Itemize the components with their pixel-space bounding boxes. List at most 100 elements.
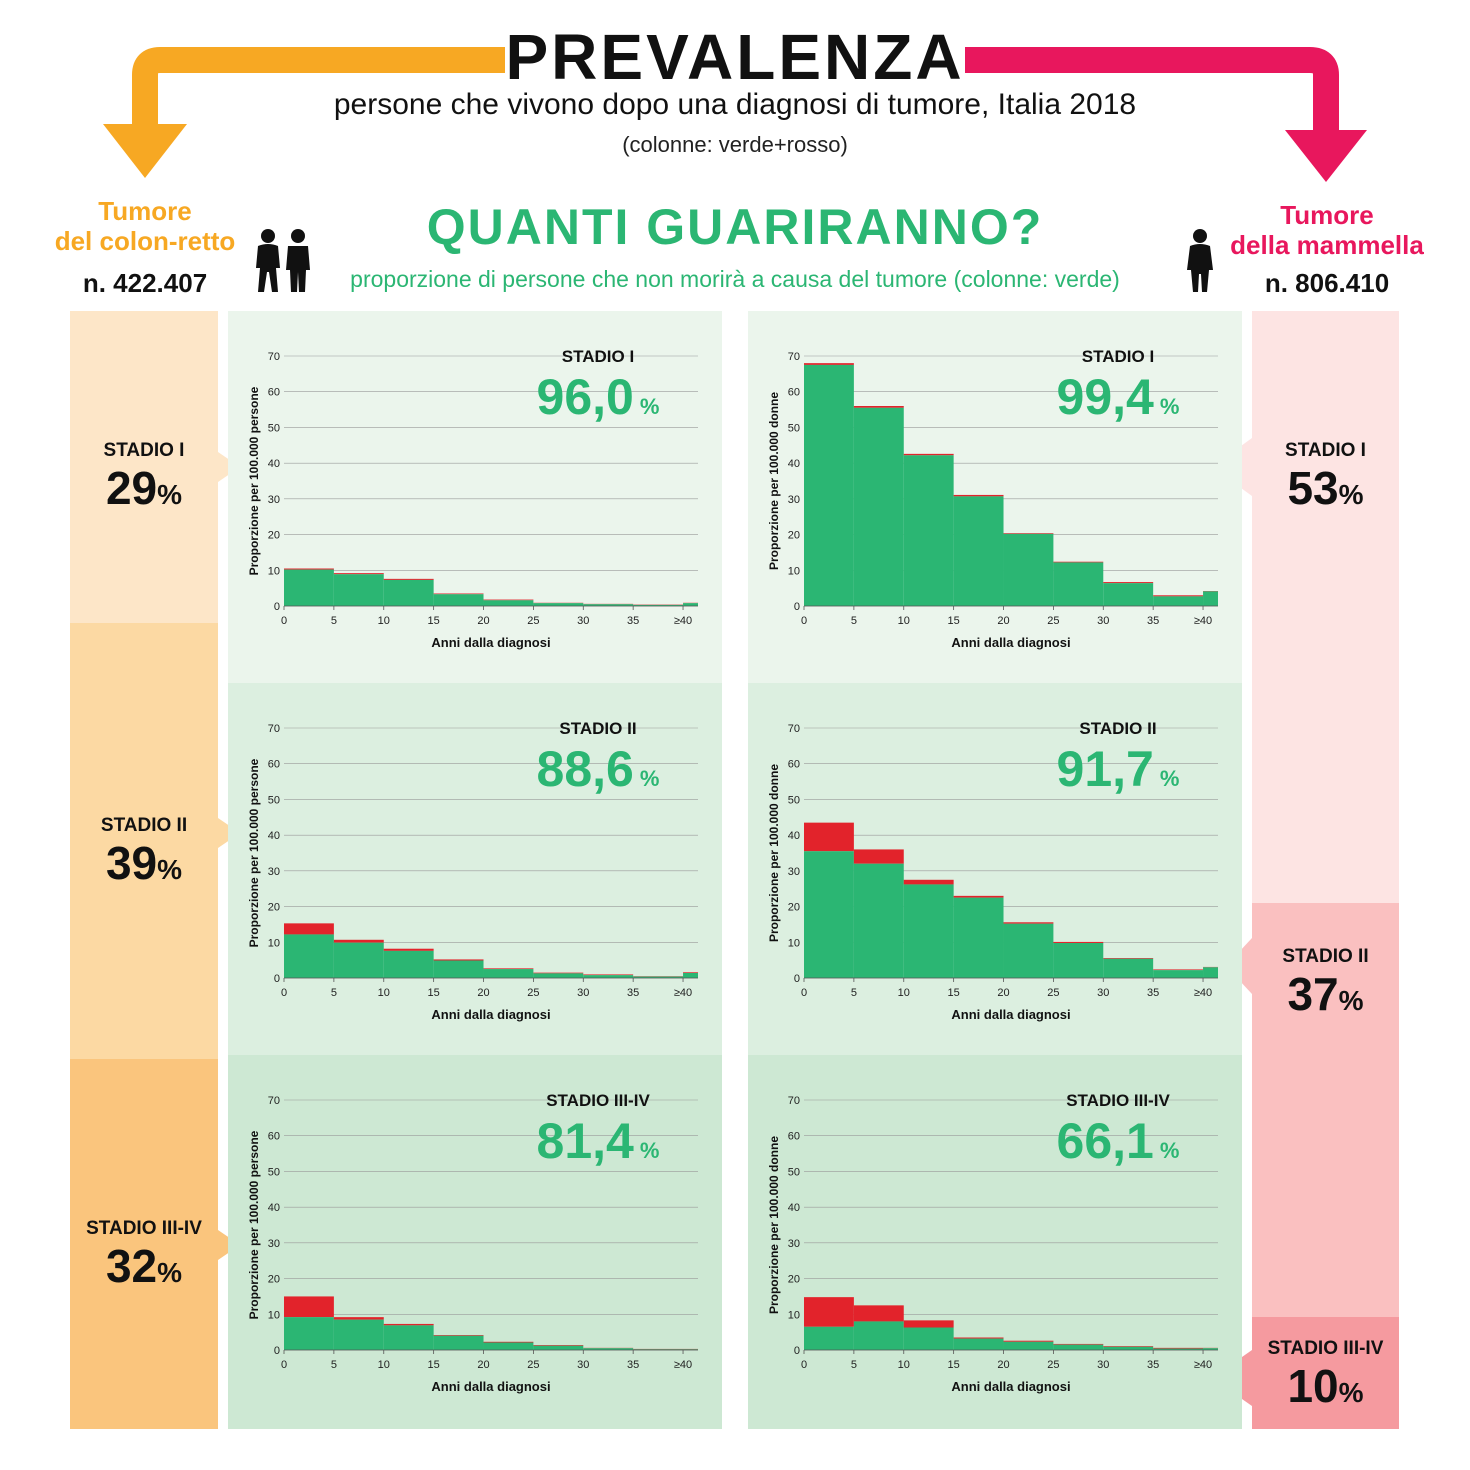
right-stage-1-pct: % xyxy=(1338,479,1364,510)
bar-red-segment xyxy=(953,1337,1004,1339)
bar-red-segment xyxy=(433,1335,484,1336)
y-tick-label: 60 xyxy=(268,387,280,399)
bar-red-segment xyxy=(1053,561,1104,563)
bar-red-segment xyxy=(1103,1346,1154,1347)
left-stage-3-pct: % xyxy=(157,1257,183,1288)
x-tick-label: ≥40 xyxy=(1194,615,1212,627)
y-tick-label: 30 xyxy=(268,866,280,878)
bar-green-segment xyxy=(804,851,854,978)
page-note: (colonne: verde+rosso) xyxy=(622,132,848,157)
bar-red-segment xyxy=(1103,582,1154,584)
x-tick-label: ≥40 xyxy=(674,987,692,999)
x-tick-label: 30 xyxy=(1097,987,1109,999)
x-tick-label: 30 xyxy=(577,987,589,999)
x-tick-label: 20 xyxy=(997,987,1009,999)
x-tick-label: 15 xyxy=(428,987,440,999)
left-stage-2-label: STADIO II xyxy=(100,815,188,836)
bar-green-segment xyxy=(804,364,854,606)
x-axis-label: Anni dalla diagnosi xyxy=(431,635,550,650)
y-tick-label: 40 xyxy=(268,830,280,842)
bar-green-segment xyxy=(1153,596,1204,606)
left-stage-3: STADIO III-IV 32% xyxy=(70,1218,218,1292)
bar-green-segment xyxy=(953,897,1004,978)
cure-percentage: 66,1% xyxy=(1057,1113,1180,1169)
bar-green-segment xyxy=(483,600,534,606)
right-count: n. 806.410 xyxy=(1264,268,1390,298)
x-tick-label: 25 xyxy=(527,987,539,999)
panel-bg-r3 xyxy=(748,1055,1242,1429)
bar-red-segment xyxy=(903,1320,954,1328)
bar-red-segment xyxy=(853,406,904,408)
y-tick-label: 0 xyxy=(794,601,800,613)
y-tick-label: 0 xyxy=(274,601,280,613)
x-tick-label: 0 xyxy=(801,987,807,999)
bar-red-segment xyxy=(483,968,534,970)
y-tick-label: 30 xyxy=(788,1238,800,1250)
x-tick-label: 15 xyxy=(428,1359,440,1371)
panel-bg-l1 xyxy=(228,311,722,683)
bar-green-segment xyxy=(1003,1341,1054,1350)
bar-red-segment xyxy=(1003,1340,1054,1342)
stage-title: STADIO I xyxy=(562,347,634,366)
x-axis-label: Anni dalla diagnosi xyxy=(431,1007,550,1022)
bar-green-segment xyxy=(1103,958,1154,978)
bar-green-segment xyxy=(633,604,684,606)
bar-green-segment xyxy=(533,1345,584,1350)
bar-green-segment xyxy=(383,579,434,606)
bar-red-segment xyxy=(853,849,904,864)
y-tick-label: 70 xyxy=(268,1095,280,1107)
right-panel-stage1 xyxy=(1252,311,1399,903)
bar-green-segment xyxy=(804,1326,854,1350)
x-tick-label: 30 xyxy=(577,1359,589,1371)
bar-green-segment xyxy=(1153,1348,1204,1350)
stage-title: STADIO III-IV xyxy=(1066,1091,1170,1110)
x-tick-label: 5 xyxy=(851,1359,857,1371)
x-tick-label: 20 xyxy=(477,615,489,627)
y-tick-label: 0 xyxy=(794,1345,800,1357)
y-tick-label: 10 xyxy=(788,565,800,577)
question-title: QUANTI GUARIRANNO? xyxy=(426,199,1044,255)
bar-green-segment xyxy=(284,934,334,978)
bar-green-segment xyxy=(903,455,954,606)
x-tick-label: 15 xyxy=(428,615,440,627)
bar-green-segment xyxy=(333,942,384,978)
y-axis-label: Proporzione per 100.000 donne xyxy=(767,392,781,570)
cure-percentage: 99,4% xyxy=(1057,369,1180,425)
y-tick-label: 60 xyxy=(268,1131,280,1143)
left-stage-1-label: STADIO I xyxy=(103,440,185,461)
bar-green-segment xyxy=(433,960,484,978)
x-tick-label: 10 xyxy=(898,615,910,627)
x-tick-label: 5 xyxy=(851,987,857,999)
question-subtitle: proporzione di persone che non morirà a … xyxy=(350,266,1120,292)
bar-red-segment xyxy=(433,959,484,961)
x-tick-label: 15 xyxy=(948,987,960,999)
x-tick-label: 35 xyxy=(627,1359,639,1371)
x-tick-label: 30 xyxy=(577,615,589,627)
y-tick-label: 70 xyxy=(788,351,800,363)
y-tick-label: 50 xyxy=(268,794,280,806)
x-tick-label: 10 xyxy=(378,1359,390,1371)
page-subtitle: persone che vivono dopo una diagnosi di … xyxy=(333,88,1137,121)
y-tick-label: 50 xyxy=(788,422,800,434)
x-axis-label: Anni dalla diagnosi xyxy=(951,1007,1070,1022)
x-tick-label: 0 xyxy=(801,615,807,627)
right-cancer-title: Tumore della mammella xyxy=(1222,200,1432,260)
right-arrowhead-icon xyxy=(1285,130,1367,182)
y-tick-label: 20 xyxy=(268,530,280,542)
y-tick-label: 70 xyxy=(268,723,280,735)
x-tick-label: 20 xyxy=(477,987,489,999)
left-stage-1-value: 29 xyxy=(105,462,158,514)
y-tick-label: 60 xyxy=(788,759,800,771)
x-tick-label: 20 xyxy=(997,615,1009,627)
page-title: PREVALENZA xyxy=(505,21,965,93)
y-tick-label: 40 xyxy=(268,458,280,470)
y-tick-label: 0 xyxy=(794,973,800,985)
left-panel-stage3 xyxy=(70,1059,218,1429)
bar-green-segment xyxy=(333,574,384,606)
panel-bg-l2 xyxy=(228,683,722,1055)
chart-breast-stage1: 0 10 20 30 40 50 60 70 0 5 10 15 20 25 30 35 ≥40 Anni dal… xyxy=(767,347,1218,650)
stage-title: STADIO I xyxy=(1082,347,1154,366)
bar-red-segment xyxy=(284,568,334,570)
left-panel-stage1 xyxy=(70,311,218,623)
x-tick-label: 10 xyxy=(898,1359,910,1371)
